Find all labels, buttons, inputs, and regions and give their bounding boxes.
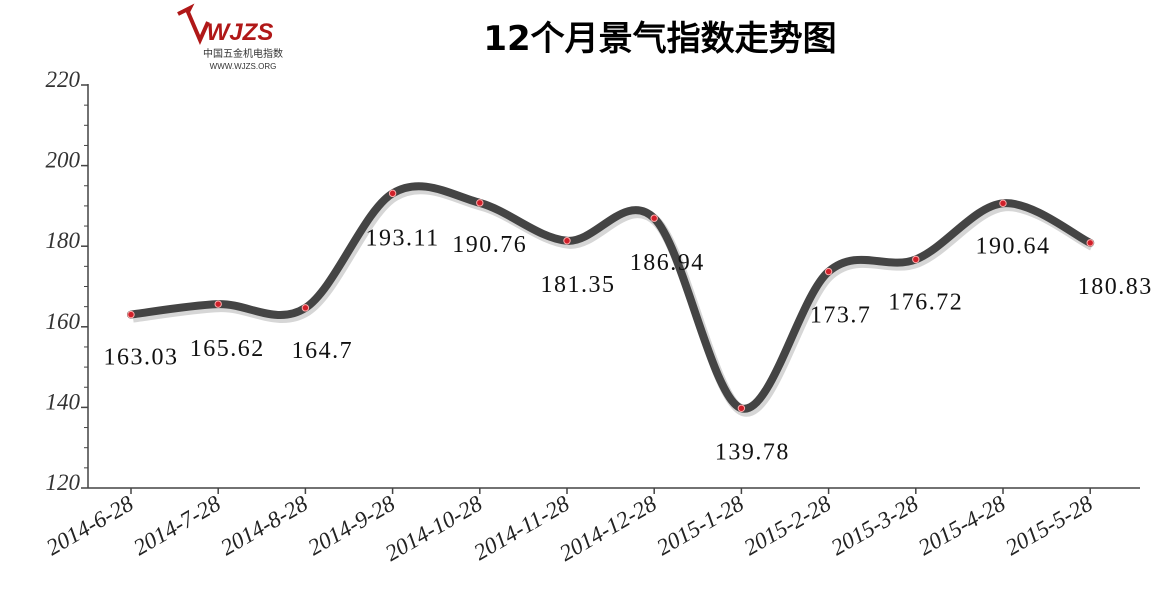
point <box>912 255 920 264</box>
point <box>1086 239 1094 247</box>
value-label: 139.78 <box>715 439 790 465</box>
point <box>301 304 310 312</box>
x-tick-label: 2014-10-28 <box>381 490 487 566</box>
point <box>214 300 222 308</box>
value-label: 176.72 <box>888 289 963 315</box>
x-tick-label: 2014-7-28 <box>129 490 225 560</box>
value-label: 164.7 <box>292 338 354 364</box>
x-tick-label: 2014-12-28 <box>555 490 661 566</box>
x-tick-label: 2015-5-28 <box>1001 490 1097 560</box>
y-tick-label: 180 <box>46 228 81 253</box>
value-label: 193.11 <box>366 225 440 251</box>
logo-name: 中国五金机电指数 <box>203 47 283 60</box>
y-tick-label: 120 <box>46 470 81 495</box>
value-label: 190.76 <box>452 232 527 258</box>
y-tick-label: 200 <box>46 148 81 173</box>
point <box>999 199 1007 208</box>
value-label: 173.7 <box>810 303 872 329</box>
x-tick-label: 2015-1-28 <box>652 490 748 560</box>
point <box>737 404 746 412</box>
logo-url: WWW.WJZS.ORG <box>210 62 277 71</box>
x-tick-label: 2014-11-28 <box>470 490 574 565</box>
value-label: 190.64 <box>976 233 1051 259</box>
value-label: 165.62 <box>190 336 265 362</box>
x-tick-label: 2014-8-28 <box>216 490 312 560</box>
logo-arrow <box>177 3 210 45</box>
chart-title: 12个月景气指数走势图 <box>483 19 836 59</box>
value-label: 180.83 <box>1078 274 1153 300</box>
y-tick-label: 140 <box>46 389 81 414</box>
point <box>824 267 833 276</box>
point <box>127 310 135 319</box>
x-tick-label: 2014-6-28 <box>42 490 138 560</box>
value-label: 186.94 <box>630 250 705 276</box>
value-label: 163.03 <box>104 345 179 371</box>
point <box>476 199 484 207</box>
x-tick-label: 2015-2-28 <box>740 490 836 560</box>
x-tick-label: 2015-4-28 <box>914 490 1010 560</box>
y-tick-label: 220 <box>46 67 81 92</box>
point <box>650 214 658 222</box>
x-tick-label: 2015-3-28 <box>827 490 923 560</box>
value-label: 181.35 <box>541 272 616 298</box>
point <box>563 237 571 245</box>
logo: WJZS 中国五金机电指数 WWW.WJZS.ORG <box>177 3 283 71</box>
logo-mark: WJZS <box>207 19 274 46</box>
y-tick-label: 160 <box>46 309 81 334</box>
point <box>388 189 397 198</box>
